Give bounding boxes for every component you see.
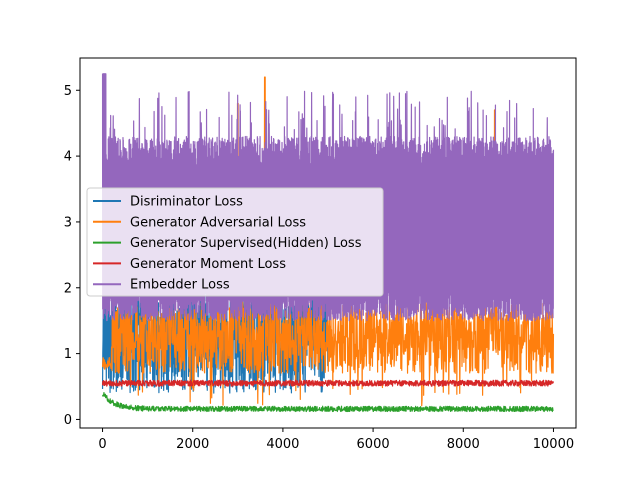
- series-line-1: [101, 76, 555, 407]
- x-tick-label: 0: [98, 437, 106, 452]
- x-tick-label: 6000: [357, 437, 390, 452]
- y-tick-label: 4: [64, 150, 72, 165]
- legend-box: [86, 187, 384, 297]
- legend-label-0: Disriminator Loss: [130, 195, 243, 210]
- y-tick-label: 2: [64, 281, 72, 296]
- x-tick-label: 10000: [533, 437, 574, 452]
- y-tick-label: 3: [64, 215, 72, 230]
- series-line-3: [101, 379, 555, 387]
- x-tick-label: 2000: [176, 437, 209, 452]
- legend: Disriminator Loss Generator Adversarial L…: [86, 187, 384, 297]
- axes-frame: [79, 57, 577, 429]
- series-line-4: [101, 73, 555, 322]
- ticks-layer: 0 2000 4000 6000 8000 10000 0 1 2 3 4 5: [64, 84, 574, 452]
- legend-label-2: Generator Supervised(Hidden) Loss: [130, 236, 362, 251]
- legend-label-1: Generator Adversarial Loss: [130, 215, 306, 230]
- legend-label-3: Generator Moment Loss: [130, 257, 286, 272]
- series-line-2: [101, 392, 554, 413]
- y-tick-label: 0: [64, 413, 72, 428]
- legend-label-4: Embedder Loss: [130, 278, 230, 293]
- series-layer: [101, 73, 555, 413]
- x-tick-label: 4000: [266, 437, 299, 452]
- x-tick-label: 8000: [447, 437, 480, 452]
- y-tick-label: 1: [64, 347, 72, 362]
- y-tick-label: 5: [64, 84, 72, 99]
